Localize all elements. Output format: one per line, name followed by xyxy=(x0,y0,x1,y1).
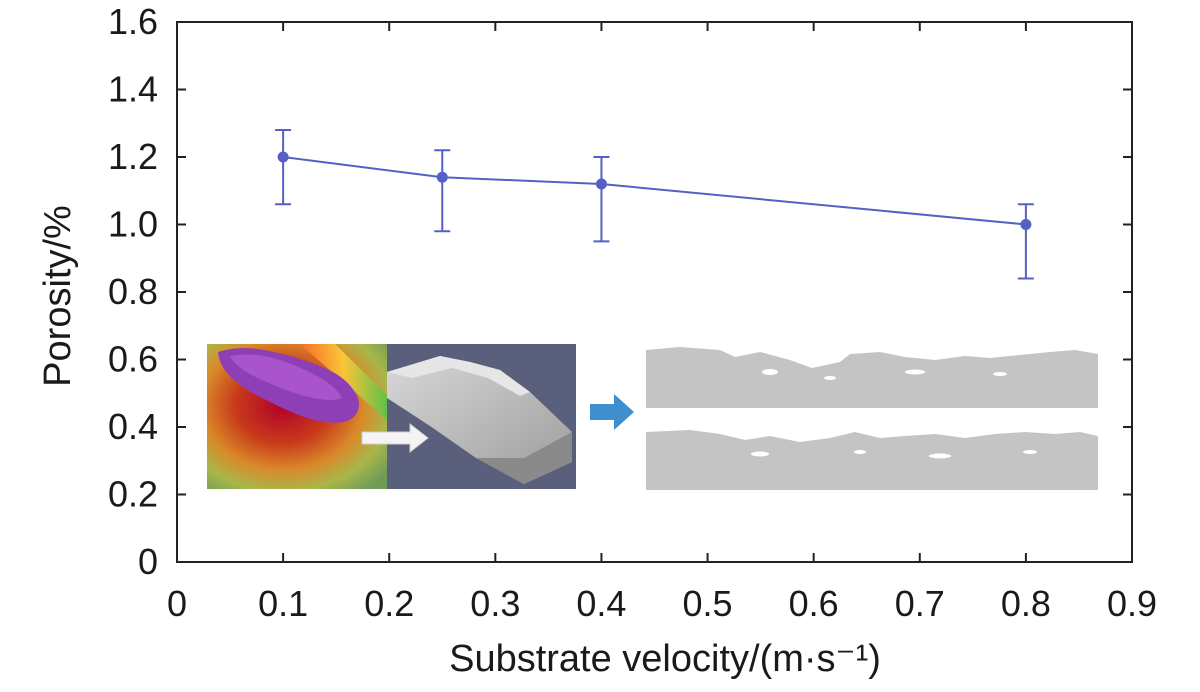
y-tick-label: 0.4 xyxy=(108,406,158,447)
y-axis: 0 0.2 0.4 0.6 0.8 1.0 1.2 1.4 1.6 xyxy=(108,1,1132,582)
x-tick-label: 0.7 xyxy=(895,583,945,624)
x-tick-label: 0.4 xyxy=(576,583,626,624)
x-tick-label: 0.2 xyxy=(364,583,414,624)
x-tick-label: 0.3 xyxy=(470,583,520,624)
x-tick-label: 0 xyxy=(167,583,187,624)
y-tick-label: 0.2 xyxy=(108,474,158,515)
data-point xyxy=(1020,219,1032,230)
y-axis-title: Porosity/% xyxy=(37,205,79,387)
data-point xyxy=(436,171,448,183)
y-tick-label: 0 xyxy=(138,541,158,582)
y-tick-label: 1.4 xyxy=(108,69,158,110)
blue-arrow-icon xyxy=(590,394,634,430)
x-tick-label: 0.1 xyxy=(258,583,308,624)
data-point xyxy=(595,178,607,190)
y-tick-label: 1.0 xyxy=(108,204,158,245)
x-axis-title: Substrate velocity/(m·s⁻¹) xyxy=(449,638,881,680)
x-tick-label: 0.6 xyxy=(789,583,839,624)
inset-illustration xyxy=(207,344,1098,490)
y-tick-label: 0.6 xyxy=(108,339,158,380)
white-arrow-icon xyxy=(361,422,429,454)
series-line xyxy=(282,156,1026,226)
x-tick-label: 0.5 xyxy=(683,583,733,624)
cross-section-slices xyxy=(646,347,1098,490)
series-layer xyxy=(275,129,1034,280)
x-axis: 0 0.1 0.2 0.3 0.4 0.5 0.6 0.7 0.8 0.9 xyxy=(167,22,1157,624)
y-tick-label: 0.8 xyxy=(108,271,158,312)
x-tick-label: 0.8 xyxy=(1001,583,1051,624)
y-tick-label: 1.6 xyxy=(108,1,158,42)
x-tick-label: 0.9 xyxy=(1107,583,1157,624)
data-point xyxy=(277,151,289,163)
y-tick-label: 1.2 xyxy=(108,136,158,177)
simulation-melt-pool-image xyxy=(207,344,576,489)
